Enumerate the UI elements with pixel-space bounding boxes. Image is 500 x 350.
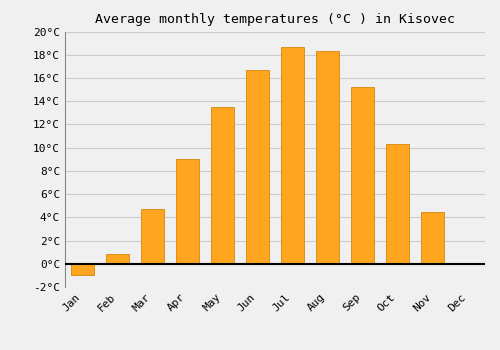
Bar bbox=[211, 107, 234, 264]
Bar bbox=[351, 87, 374, 264]
Bar bbox=[316, 51, 339, 264]
Bar bbox=[246, 70, 269, 264]
Bar bbox=[281, 47, 304, 264]
Bar bbox=[71, 264, 94, 275]
Bar bbox=[386, 144, 409, 264]
Bar bbox=[141, 209, 164, 264]
Title: Average monthly temperatures (°C ) in Kisovec: Average monthly temperatures (°C ) in Ki… bbox=[95, 13, 455, 26]
Bar bbox=[106, 254, 129, 264]
Bar bbox=[176, 159, 199, 264]
Bar bbox=[421, 211, 444, 264]
